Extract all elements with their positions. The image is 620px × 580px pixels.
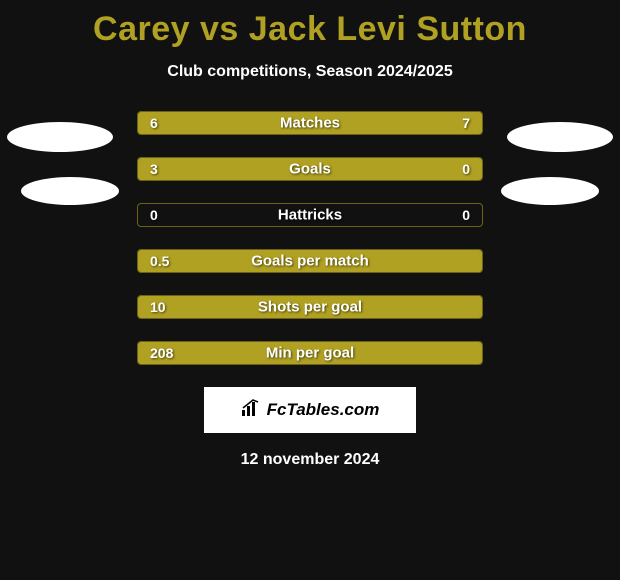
stat-value-left: 0 — [150, 207, 158, 223]
brand-label: FcTables.com — [241, 399, 380, 422]
stat-label: Min per goal — [266, 345, 354, 362]
brand-text: FcTables.com — [267, 400, 380, 420]
stats-bars: 6 7 Matches 3 0 Goals 0 0 Hattricks 0.5 Goals per … — [137, 111, 483, 365]
stat-label: Goals — [289, 161, 331, 178]
stat-row: 0 0 Hattricks — [137, 203, 483, 227]
page-title: Carey vs Jack Levi Sutton — [0, 0, 620, 49]
stat-label: Goals per match — [251, 253, 369, 270]
stat-value-right: 0 — [462, 207, 470, 223]
stat-value-left: 10 — [150, 299, 166, 315]
avatar-left-primary — [7, 122, 113, 152]
stat-row: 3 0 Goals — [137, 157, 483, 181]
stat-row: 208 Min per goal — [137, 341, 483, 365]
stat-value-right: 0 — [462, 161, 470, 177]
avatar-right-secondary — [501, 177, 599, 205]
avatar-left-secondary — [21, 177, 119, 205]
bar-fill-left — [138, 158, 403, 180]
stat-value-right: 7 — [462, 115, 470, 131]
bar-fill-left — [138, 112, 296, 134]
stat-row: 0.5 Goals per match — [137, 249, 483, 273]
stat-value-left: 0.5 — [150, 253, 169, 269]
avatar-right-primary — [507, 122, 613, 152]
brand-box: FcTables.com — [204, 387, 416, 433]
stat-value-left: 3 — [150, 161, 158, 177]
chart-icon — [241, 399, 263, 422]
stat-value-left: 208 — [150, 345, 173, 361]
stat-value-left: 6 — [150, 115, 158, 131]
stat-row: 6 7 Matches — [137, 111, 483, 135]
page-subtitle: Club competitions, Season 2024/2025 — [0, 63, 620, 81]
stat-row: 10 Shots per goal — [137, 295, 483, 319]
stat-label: Matches — [280, 115, 340, 132]
stat-label: Hattricks — [278, 207, 342, 224]
stat-label: Shots per goal — [258, 299, 362, 316]
date-label: 12 november 2024 — [0, 451, 620, 469]
